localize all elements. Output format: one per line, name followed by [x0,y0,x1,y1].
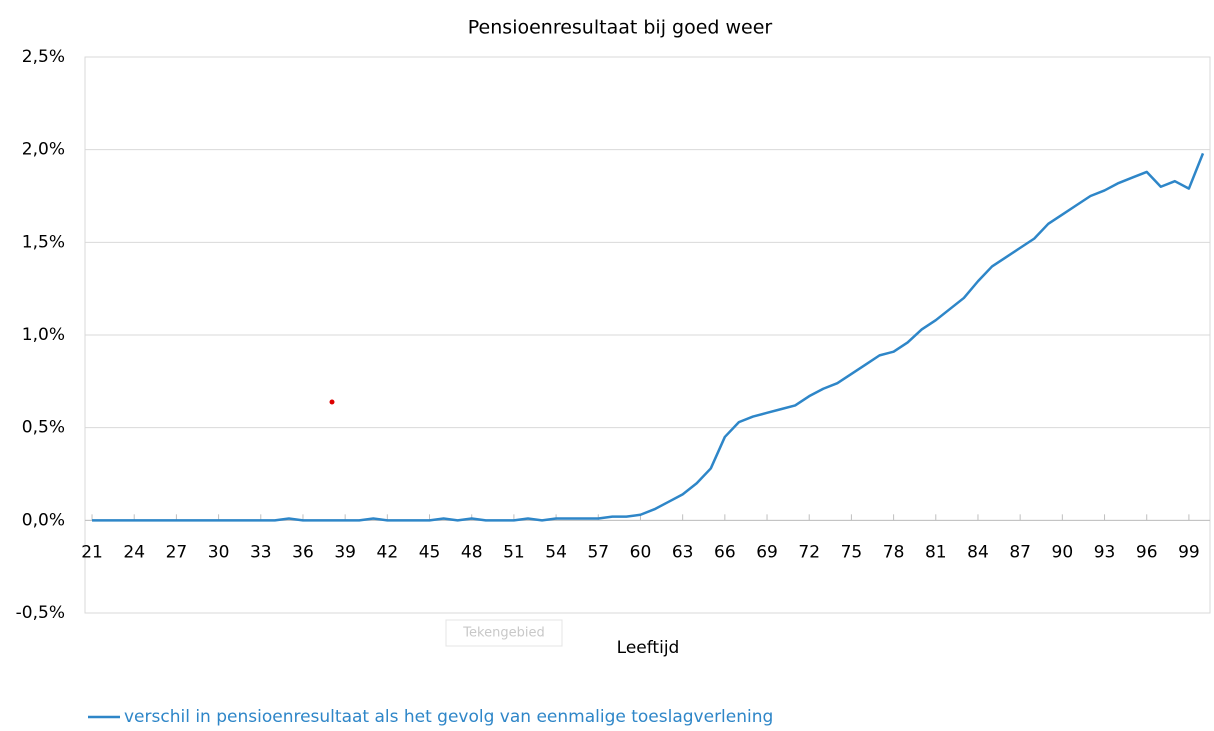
x-tick-label: 51 [503,542,525,562]
x-tick-label: 72 [798,542,820,562]
legend-label: verschil in pensioenresultaat als het ge… [124,707,773,727]
x-tick-label: 60 [630,542,652,562]
x-tick-label: 96 [1136,542,1158,562]
x-tick-label: 39 [334,542,356,562]
x-axis-title: Leeftijd [617,638,680,658]
x-tick-label: 21 [81,542,103,562]
tooltip-box [445,619,563,647]
x-tick-label: 27 [166,542,188,562]
x-tick-label: 30 [208,542,230,562]
x-tick-label: 48 [461,542,483,562]
x-tick-label: 93 [1094,542,1116,562]
y-tick-label: 1,5% [22,232,65,252]
y-tick-label: 0,0% [22,510,65,530]
y-tick-label: -0,5% [16,603,65,623]
y-tick-label: 1,0% [22,325,65,345]
x-tick-label: 42 [377,542,399,562]
x-tick-label: 24 [123,542,145,562]
x-tick-label: 99 [1178,542,1200,562]
x-tick-label: 75 [841,542,863,562]
chart-title: Pensioenresultaat bij goed weer [468,17,773,39]
x-tick-label: 45 [419,542,441,562]
tooltip: Tekengebied [462,626,544,641]
x-tick-label: 69 [756,542,778,562]
y-tick-label: 0,5% [22,418,65,438]
y-tick-label: 2,5% [22,47,65,67]
x-tick-label: 54 [545,542,567,562]
x-tick-label: 36 [292,542,314,562]
x-tick-label: 81 [925,542,947,562]
x-tick-label: 33 [250,542,272,562]
x-tick-label: 87 [1009,542,1031,562]
x-tick-label: 66 [714,542,736,562]
x-tick-label: 78 [883,542,905,562]
x-tick-label: 57 [587,542,609,562]
y-tick-label: 2,0% [22,140,65,160]
series-line [92,152,1205,522]
artifact-dot [329,399,335,405]
x-tick-label: 90 [1052,542,1074,562]
x-tick-label: 84 [967,542,989,562]
x-tick-label: 63 [672,542,694,562]
